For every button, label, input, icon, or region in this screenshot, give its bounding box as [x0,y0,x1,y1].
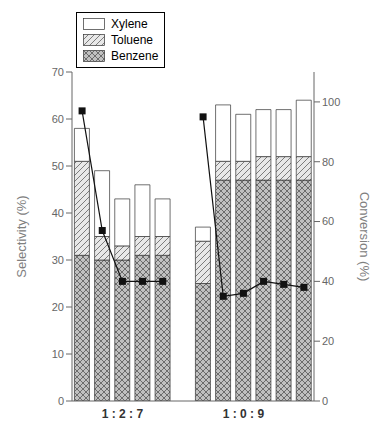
svg-text:40: 40 [52,207,64,219]
svg-text:Conversion (%): Conversion (%) [357,192,372,282]
svg-text:40: 40 [322,275,334,287]
svg-text:100: 100 [322,96,340,108]
svg-text:0: 0 [58,395,64,407]
svg-text:50: 50 [52,160,64,172]
html-text:Xylene: Xylene [111,17,148,31]
svg-text:1 : 0 : 9: 1 : 0 : 9 [223,407,265,421]
svg-text:0: 0 [322,395,328,407]
html-text:Toluene: Toluene [111,33,153,47]
svg-text:20: 20 [322,335,334,347]
svg-text:80: 80 [322,156,334,168]
svg-text:Selectivity (%): Selectivity (%) [14,195,29,277]
svg-text:70: 70 [52,66,64,78]
svg-text:30: 30 [52,254,64,266]
svg-text:20: 20 [52,301,64,313]
svg-text:1 : 2 : 7: 1 : 2 : 7 [102,407,144,421]
svg-text:60: 60 [322,215,334,227]
svg-text:60: 60 [52,113,64,125]
html-text:Benzene: Benzene [111,49,159,63]
svg-text:10: 10 [52,348,64,360]
